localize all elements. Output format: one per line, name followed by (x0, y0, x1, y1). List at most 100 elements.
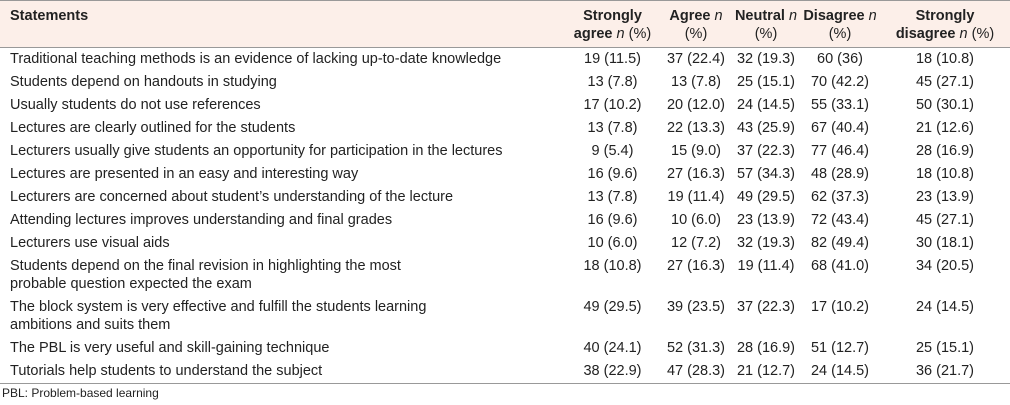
unit-percent: (%) (684, 26, 708, 42)
statement-line: Usually students do not use references (10, 97, 261, 113)
value-cell: 27 (16.3) (666, 166, 726, 182)
header-row: Statements Strongly agree n (%) Agree n (… (0, 0, 1010, 48)
table-row: Usually students do not use references 17… (0, 94, 1010, 117)
value-cell: 43 (25.9) (736, 120, 796, 136)
unit-n: n (616, 26, 625, 42)
statement-line: ambitions and suits them (10, 317, 171, 333)
value-cell: 67 (40.4) (810, 120, 870, 136)
value-cell: 49 (29.5) (736, 189, 796, 205)
value-cell: 36 (21.7) (880, 360, 1010, 384)
value-cell: 18 (10.8) (583, 258, 642, 274)
header-text: Disagree n (%) (802, 7, 878, 43)
header-text: Neutral n (%) (734, 7, 798, 43)
table-row: Lecturers are concerned about student’s … (0, 186, 1010, 209)
table-row: Students depend on the final revision in… (0, 255, 1010, 296)
value-cell: 15 (9.0) (671, 143, 721, 159)
header-cell: Strongly disagree n (%) (880, 0, 1010, 48)
value-cell: 57 (34.3) (736, 166, 796, 182)
value-cell: 45 (27.1) (915, 74, 975, 90)
value-cell: 60 (36) (817, 51, 863, 67)
value-cell: 10 (6.0) (587, 235, 638, 251)
value-cell: 82 (49.4) (810, 235, 870, 251)
header-cell: Agree n (%) (660, 0, 732, 48)
header-cell: Statements (0, 0, 565, 48)
value-cell: 22 (13.3) (666, 120, 726, 136)
header-cell: Disagree n (%) (800, 0, 880, 48)
value-cell: 48 (28.9) (810, 166, 870, 182)
unit-n: n (714, 8, 723, 24)
statement-line: Lectures are clearly outlined for the st… (10, 120, 296, 136)
value-cell: 32 (19.3) (736, 235, 796, 251)
value-cell: 39 (23.5) (666, 299, 726, 315)
value-cell: 27 (16.3) (666, 258, 726, 274)
header-cell: Strongly agree n (%) (565, 0, 660, 48)
value-cell: 13 (7.8) (587, 74, 638, 90)
value-cell: 50 (30.1) (915, 97, 975, 113)
value-cell: 24 (14.5) (800, 360, 880, 384)
value-cell: 13 (7.8) (671, 74, 721, 90)
column-name: Disagree (803, 8, 865, 24)
statement-cell: Traditional teaching methods is an evide… (0, 48, 565, 72)
statement-cell: Lecturers use visual aids (0, 232, 565, 255)
value-cell: 18 (10.8) (915, 51, 975, 67)
column-name: Strongly agree (573, 8, 642, 42)
table-row: The PBL is very useful and skill-gaining… (0, 337, 1010, 360)
value-cell: 20 (12.0) (666, 97, 726, 113)
statement-cell: Students depend on handouts in studying (0, 71, 565, 94)
value-cell: 13 (7.8) (587, 120, 638, 136)
statement-line: Lecturers use visual aids (10, 235, 170, 251)
value-cell: 28 (16.9) (915, 143, 975, 159)
unit-percent: (%) (754, 26, 778, 42)
statement-line: Students depend on the final revision in… (10, 258, 401, 274)
unit-percent: (%) (628, 26, 652, 42)
value-cell: 24 (14.5) (736, 97, 796, 113)
value-cell: 24 (14.5) (915, 299, 975, 315)
statement-cell: Lecturers usually give students an oppor… (0, 140, 565, 163)
table-row: Lecturers usually give students an oppor… (0, 140, 1010, 163)
table-row: Traditional teaching methods is an evide… (0, 48, 1010, 72)
value-cell: 23 (13.9) (915, 189, 975, 205)
value-cell: 70 (42.2) (810, 74, 870, 90)
value-cell: 19 (11.4) (737, 258, 795, 274)
statement-line: Students depend on handouts in studying (10, 74, 277, 90)
header-cell: Neutral n (%) (732, 0, 800, 48)
value-cell: 17 (10.2) (810, 299, 870, 315)
statement-cell: Usually students do not use references (0, 94, 565, 117)
unit-n: n (788, 8, 798, 24)
column-name: Neutral (734, 8, 785, 24)
table-row: Attending lectures improves understandin… (0, 209, 1010, 232)
value-cell: 21 (12.6) (915, 120, 975, 136)
statement-line: Lecturers are concerned about student’s … (10, 189, 454, 205)
value-cell: 47 (28.3) (660, 360, 732, 384)
statement-line: The block system is very effective and f… (10, 299, 427, 315)
value-cell: 37 (22.3) (736, 143, 796, 159)
unit-n: n (959, 26, 968, 42)
value-cell: 37 (22.4) (666, 51, 726, 67)
unit-percent: (%) (828, 26, 852, 42)
header-text: Agree n (%) (662, 7, 730, 43)
statement-cell: The block system is very effective and f… (0, 296, 565, 337)
value-cell: 51 (12.7) (810, 340, 870, 356)
statement-cell: Lectures are presented in an easy and in… (0, 163, 565, 186)
value-cell: 49 (29.5) (583, 299, 642, 315)
value-cell: 45 (27.1) (915, 212, 975, 228)
table-header: Statements Strongly agree n (%) Agree n (… (0, 0, 1010, 48)
value-cell: 28 (16.9) (736, 340, 796, 356)
footnote: PBL: Problem-based learning (2, 386, 159, 400)
statement-line: Tutorials help students to understand th… (10, 363, 323, 379)
unit-percent: (%) (971, 26, 995, 42)
statement-cell: Tutorials help students to understand th… (0, 360, 565, 384)
value-cell: 9 (5.4) (591, 143, 634, 159)
statement-line: The PBL is very useful and skill-gaining… (10, 340, 330, 356)
value-cell: 13 (7.8) (587, 189, 638, 205)
statement-cell: The PBL is very useful and skill-gaining… (0, 337, 565, 360)
table-body: Traditional teaching methods is an evide… (0, 48, 1010, 384)
statement-cell: Lectures are clearly outlined for the st… (0, 117, 565, 140)
unit-n: n (868, 8, 877, 24)
value-cell: 12 (7.2) (671, 235, 721, 251)
survey-table: Statements Strongly agree n (%) Agree n (… (0, 0, 1010, 384)
value-cell: 25 (15.1) (736, 74, 796, 90)
statement-cell: Attending lectures improves understandin… (0, 209, 565, 232)
table-row: Lectures are presented in an easy and in… (0, 163, 1010, 186)
